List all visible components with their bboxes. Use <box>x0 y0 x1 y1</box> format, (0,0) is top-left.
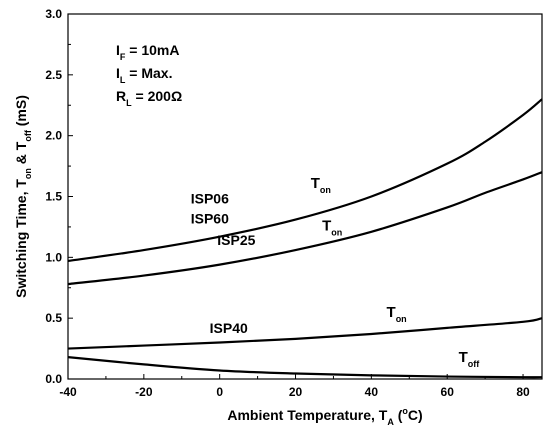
x-tick-label: 40 <box>365 385 379 399</box>
y-tick-label: 0.0 <box>45 372 62 386</box>
curve-label: Ton <box>322 218 342 238</box>
y-tick-label: 2.5 <box>45 68 62 82</box>
series-name-label: ISP06 <box>191 191 229 207</box>
series-name-label: ISP60 <box>191 211 229 227</box>
x-tick-label: 60 <box>441 385 455 399</box>
chart-labels: IF = 10mA IL = Max. RL = 200Ω ISP06 ISP60 ISP… <box>13 42 480 427</box>
x-tick-label: -40 <box>59 385 77 399</box>
y-axis-title: Switching Time, Ton & Toff (mS) <box>13 95 33 298</box>
y-tick-label: 1.5 <box>45 190 62 204</box>
x-axis-title: Ambient Temperature, TA (oC) <box>227 406 422 427</box>
x-tick-label: -20 <box>135 385 153 399</box>
x-tick-label: 0 <box>216 385 223 399</box>
condition-label: IF = 10mA <box>116 42 179 62</box>
x-tick-label: 20 <box>289 385 303 399</box>
y-tick-label: 0.5 <box>45 311 62 325</box>
curve-label: Toff <box>459 349 481 369</box>
series-line-0 <box>67 98 543 263</box>
x-tick-label: 80 <box>516 385 530 399</box>
series-line-3 <box>67 356 543 379</box>
curve-label: Ton <box>311 175 331 195</box>
condition-label: RL = 200Ω <box>116 88 182 108</box>
series-name-label: ISP40 <box>210 320 248 336</box>
condition-label: IL = Max. <box>116 65 172 85</box>
y-tick-label: 1.0 <box>45 250 62 264</box>
series-line-2 <box>67 317 543 350</box>
y-tick-label: 2.0 <box>45 129 62 143</box>
axis-ticks: -40 -20 0 20 40 60 80 0.0 0.5 1.0 1.5 2.0 2.5 3.0 <box>45 7 530 399</box>
series-line-1 <box>67 171 543 286</box>
y-tick-label: 3.0 <box>45 7 62 21</box>
series-lines <box>67 98 543 379</box>
series-name-label: ISP25 <box>217 232 255 248</box>
curve-label: Ton <box>387 304 407 324</box>
